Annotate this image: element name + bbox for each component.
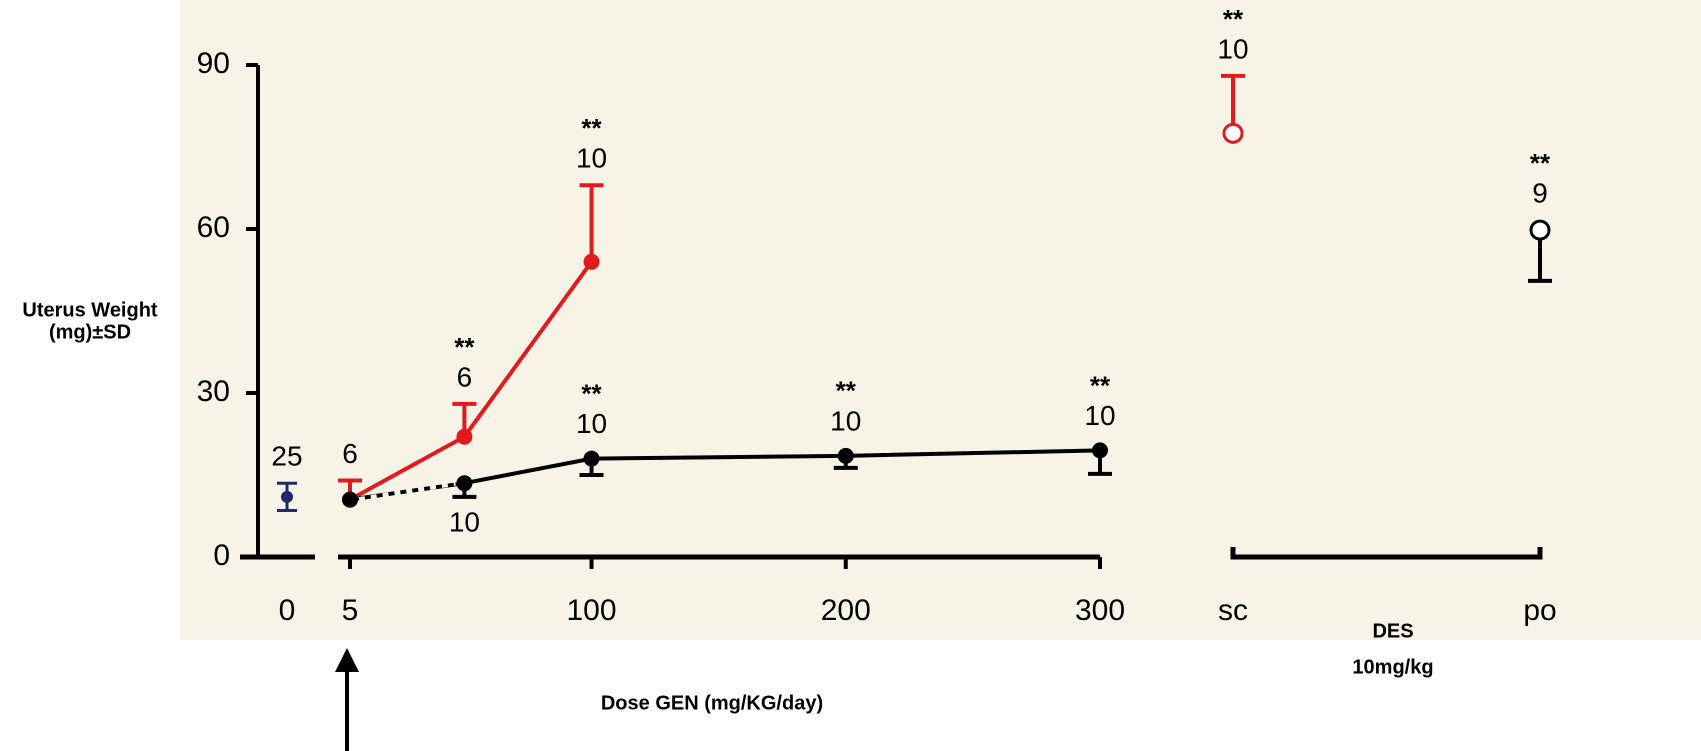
n-label: 10 bbox=[576, 408, 607, 439]
y-axis-label-line: Uterus Weight bbox=[22, 299, 158, 321]
y-tick-label: 90 bbox=[197, 47, 230, 80]
y-tick-label: 0 bbox=[213, 539, 230, 572]
point bbox=[1222, 122, 1244, 144]
n-label: 10 bbox=[1217, 33, 1248, 64]
point bbox=[342, 491, 358, 508]
y-axis-label: Uterus Weight(mg)±SD bbox=[22, 299, 158, 343]
x-tick-label: 5 bbox=[342, 594, 359, 627]
significance-label: ** bbox=[581, 113, 602, 143]
x-axis-label: Dose GEN (mg/KG/day) bbox=[601, 692, 823, 714]
x-tick-label: 300 bbox=[1075, 594, 1125, 627]
n-label: 6 bbox=[342, 438, 358, 469]
point bbox=[1529, 219, 1551, 241]
x-tick-label: sc bbox=[1218, 594, 1248, 627]
dash-overlay bbox=[358, 480, 456, 503]
y-axis-label-line: (mg)±SD bbox=[49, 321, 131, 343]
des-label: DES 10mg/kg bbox=[1352, 620, 1433, 678]
x-tick-label: po bbox=[1523, 594, 1556, 627]
y-tick-label: 30 bbox=[197, 375, 230, 408]
point bbox=[583, 450, 600, 467]
arrow bbox=[335, 648, 359, 751]
point bbox=[456, 428, 473, 445]
plot-background bbox=[180, 0, 1701, 640]
n-label: 10 bbox=[1084, 400, 1115, 431]
significance-label: ** bbox=[836, 376, 857, 406]
point bbox=[456, 475, 473, 492]
n-label: 9 bbox=[1532, 177, 1548, 208]
n-label: 25 bbox=[271, 441, 302, 472]
point bbox=[281, 490, 293, 503]
n-label: 10 bbox=[576, 143, 607, 174]
point bbox=[837, 447, 854, 464]
significance-label: ** bbox=[1530, 148, 1551, 178]
significance-label: ** bbox=[1223, 4, 1244, 34]
x-tick-label: 200 bbox=[821, 594, 871, 627]
significance-label: ** bbox=[1090, 370, 1111, 400]
n-label: 10 bbox=[830, 405, 861, 436]
des-label-line: 10mg/kg bbox=[1352, 656, 1433, 678]
y-tick-label: 60 bbox=[197, 211, 230, 244]
point bbox=[583, 253, 600, 270]
x-axis-des bbox=[1230, 547, 1543, 560]
x-tick-label: 0 bbox=[279, 594, 296, 627]
n-label: 6 bbox=[457, 361, 473, 392]
x-tick-label: 100 bbox=[566, 594, 616, 627]
point bbox=[1092, 442, 1108, 459]
des-label-line: DES bbox=[1372, 620, 1413, 642]
significance-label: ** bbox=[581, 378, 602, 408]
significance-label: ** bbox=[454, 332, 475, 362]
n-label: 10 bbox=[449, 506, 480, 537]
arrow-head bbox=[335, 648, 359, 672]
